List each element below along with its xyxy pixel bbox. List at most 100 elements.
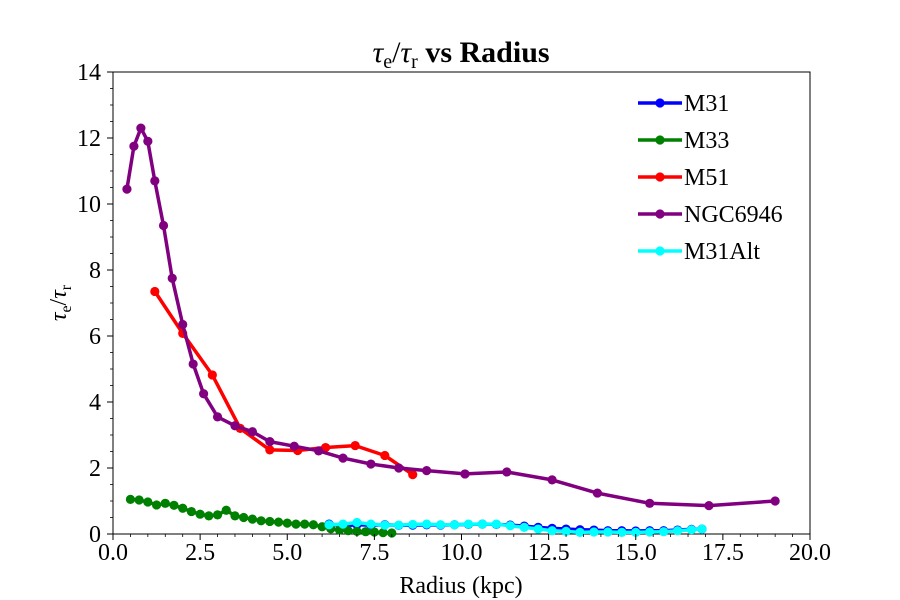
data-point-m31alt (435, 520, 446, 530)
data-point-m51 (350, 440, 360, 451)
data-point-m51 (408, 470, 418, 480)
data-point-m33 (308, 520, 318, 530)
data-point-m31alt (697, 524, 707, 534)
legend-item-m31: M31 (638, 91, 729, 117)
x-tick-label: 5.0 (272, 540, 302, 566)
data-point-m31alt (533, 524, 543, 534)
data-point-m33 (204, 511, 214, 521)
data-point-m31alt (686, 525, 697, 535)
data-point-m33 (169, 500, 179, 510)
data-point-ngc6946 (158, 220, 169, 231)
legend-label: M31 (684, 91, 729, 117)
data-point-ngc6946 (167, 273, 177, 283)
data-point-ngc6946 (178, 319, 188, 330)
y-tick-label: 4 (89, 390, 101, 416)
chart-title: τe/τr vs Radius (372, 36, 549, 73)
data-point-m33 (125, 494, 136, 504)
legend-swatch-marker (655, 135, 665, 145)
series-line-m31alt (329, 520, 703, 535)
data-point-m33 (256, 516, 266, 526)
data-point-m33 (300, 519, 310, 529)
series-line-m51 (153, 290, 414, 477)
data-point-ngc6946 (338, 453, 348, 463)
data-point-m33 (369, 527, 379, 537)
data-point-ngc6946 (129, 141, 139, 151)
data-point-ngc6946 (704, 501, 714, 511)
data-point-m33 (378, 528, 388, 538)
data-point-m31alt (394, 520, 404, 530)
data-point-m33 (343, 526, 353, 536)
y-label-sub-r: r (58, 284, 75, 290)
data-point-m33 (134, 495, 144, 505)
data-point-m31alt (645, 527, 655, 537)
data-point-m31alt (449, 520, 460, 530)
data-point-ngc6946 (422, 466, 432, 476)
data-point-m31alt (659, 527, 669, 537)
data-point-m51 (265, 445, 275, 455)
data-point-m31alt (617, 527, 627, 537)
data-point-m51 (150, 286, 160, 297)
legend-item-ngc6946: NGC6946 (638, 202, 783, 228)
data-point-ngc6946 (150, 176, 160, 186)
data-point-ngc6946 (502, 467, 512, 477)
legend-swatch-marker (655, 172, 665, 182)
y-tick-label: 0 (89, 522, 101, 548)
data-point-m33 (317, 522, 327, 532)
x-tick-label: 7.5 (359, 540, 389, 566)
data-point-m33 (247, 514, 257, 524)
data-point-ngc6946 (265, 437, 275, 447)
y-tick-label: 10 (77, 192, 101, 218)
data-point-m33 (239, 512, 249, 523)
data-point-ngc6946 (212, 412, 223, 422)
x-tick-label: 20.0 (789, 540, 831, 566)
data-point-ngc6946 (645, 498, 655, 508)
data-point-m33 (291, 519, 301, 529)
data-point-m33 (212, 510, 223, 520)
chart-title-sub-e: e (383, 51, 392, 73)
chart-title-tau: τ (372, 36, 384, 69)
data-point-m33 (186, 506, 197, 517)
series-m31alt (324, 517, 707, 537)
x-tick-label: 10.0 (441, 540, 483, 566)
legend-item-m31alt: M31Alt (638, 239, 760, 265)
data-point-m31alt (408, 519, 418, 530)
data-point-ngc6946 (247, 427, 257, 437)
data-point-m33 (265, 516, 275, 527)
data-point-ngc6946 (770, 496, 780, 506)
data-point-m33 (143, 497, 153, 507)
data-point-m31alt (477, 519, 488, 529)
chart-title-sub-r: r (411, 51, 418, 73)
y-axis-label: τe/τr (46, 284, 75, 321)
data-point-ngc6946 (188, 359, 198, 369)
x-tick-label: 2.5 (185, 540, 215, 566)
y-tick-label: 8 (89, 258, 101, 284)
data-point-m31alt (463, 519, 474, 529)
legend-swatch-marker (655, 246, 665, 256)
y-label-tau-2: τ (46, 289, 72, 299)
chart-title-tau-2: τ (400, 36, 412, 69)
data-point-m31alt (547, 526, 557, 536)
data-point-m31alt (366, 519, 376, 529)
series-line-ngc6946 (125, 126, 776, 508)
data-point-m51 (207, 370, 217, 380)
data-point-ngc6946 (314, 446, 324, 456)
data-point-m51 (380, 450, 390, 461)
legend-label: NGC6946 (684, 202, 783, 228)
data-point-m31alt (491, 519, 501, 529)
legend-swatch-marker (655, 98, 665, 108)
data-point-m31alt (505, 521, 515, 531)
legend-label: M31Alt (684, 239, 760, 265)
legend-label: M51 (684, 165, 729, 191)
legend-item-m51: M51 (638, 165, 729, 191)
data-point-m33 (160, 498, 170, 508)
series-m33 (125, 494, 397, 538)
x-tick-label: 15.0 (615, 540, 657, 566)
data-point-m31alt (589, 527, 599, 537)
data-point-m31alt (561, 526, 571, 536)
data-point-m31alt (672, 526, 683, 536)
data-point-m51 (320, 442, 331, 453)
data-point-m31alt (422, 519, 432, 529)
data-point-m33 (352, 526, 362, 536)
y-label-tau: τ (46, 311, 72, 321)
